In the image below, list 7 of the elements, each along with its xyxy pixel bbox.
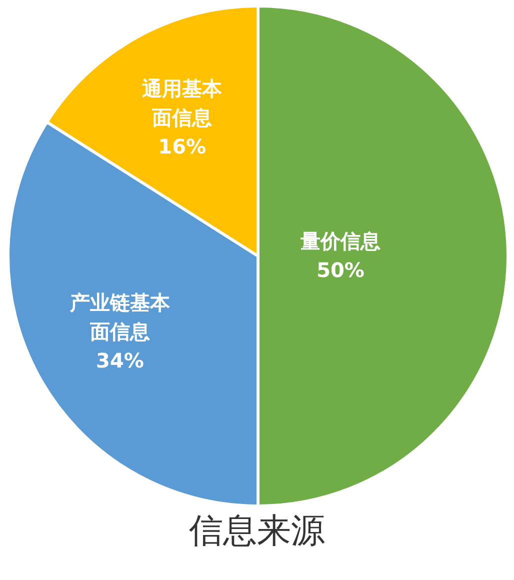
slice-label: 量价信息 — [300, 228, 382, 255]
data-label: 50% — [316, 257, 366, 284]
data-label: 16% — [157, 133, 208, 160]
text: 信息来源 — [188, 510, 326, 553]
slice-label: 通用基本面信息 — [141, 75, 224, 132]
slice-label: 产业链基本面信息 — [68, 289, 171, 346]
data-label: 34% — [95, 347, 145, 374]
